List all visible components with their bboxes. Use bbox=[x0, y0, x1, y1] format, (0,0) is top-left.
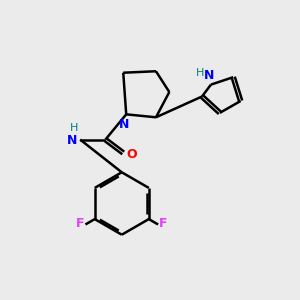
Text: N: N bbox=[119, 118, 129, 131]
Text: F: F bbox=[76, 218, 84, 230]
Text: N: N bbox=[67, 134, 77, 147]
Text: O: O bbox=[127, 148, 137, 161]
Text: N: N bbox=[204, 69, 214, 82]
Text: F: F bbox=[159, 218, 168, 230]
Text: H: H bbox=[195, 68, 204, 78]
Text: H: H bbox=[69, 123, 78, 133]
